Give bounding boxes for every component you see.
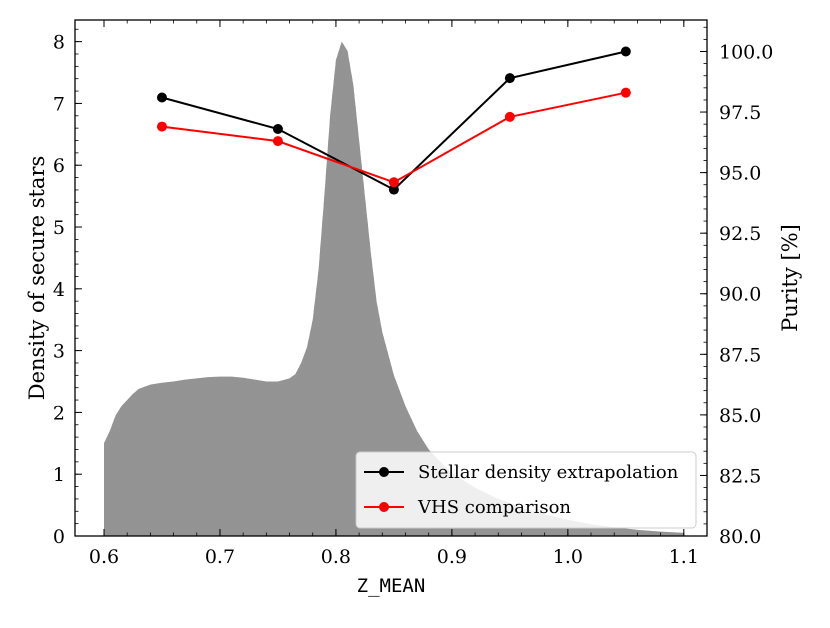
series-point-stellar-density — [156, 92, 167, 103]
series-point-vhs-comparison — [620, 87, 631, 98]
x-axis-label: Z_MEAN — [357, 575, 426, 597]
x-tick-label: 0.8 — [321, 546, 351, 568]
series-line-stellar-density — [161, 50, 627, 191]
y-right-tick-label: 95.0 — [719, 163, 761, 185]
legend-box — [355, 451, 697, 529]
series-point-vhs-comparison — [388, 177, 399, 188]
series-point-vhs-comparison — [504, 111, 515, 122]
x-tick-label: 1.1 — [669, 546, 699, 568]
histogram-area — [103, 41, 684, 536]
y-axis-right-label: Purity [%] — [778, 224, 802, 332]
y-right-tick-label: 97.5 — [719, 102, 761, 124]
y-right-tick-label: 82.5 — [719, 465, 761, 487]
y-axis-left-label: Density of secure stars — [25, 156, 49, 401]
x-tick-label: 0.6 — [89, 546, 119, 568]
y-right-tick-label: 90.0 — [719, 284, 761, 306]
y-left-tick-label: 7 — [53, 93, 65, 115]
y-left-tick-label: 8 — [53, 32, 65, 54]
y-right-tick-label: 80.0 — [719, 526, 761, 548]
legend-label-vhs-comparison: VHS comparison — [417, 497, 571, 518]
legend-marker-vhs-comparison — [379, 502, 389, 512]
axis-ticks: 0.6 0.7 0.8 0.9 1.0 1.1 0 1 2 3 4 5 6 7 8 80.0 82.5 85.0 8… — [53, 20, 773, 568]
series-point-vhs-comparison — [156, 121, 167, 132]
series-point-stellar-density — [620, 46, 631, 57]
y-left-tick-label: 3 — [53, 341, 65, 363]
series-point-vhs-comparison — [272, 136, 283, 147]
x-tick-label: 0.9 — [437, 546, 467, 568]
x-tick-label: 0.7 — [205, 546, 235, 568]
y-right-tick-label: 87.5 — [719, 344, 761, 366]
purity-lines — [156, 46, 631, 195]
plot-frame — [74, 19, 708, 537]
legend-marker-stellar-density — [379, 467, 389, 477]
y-left-tick-label: 2 — [53, 402, 65, 424]
y-left-tick-label: 4 — [53, 279, 65, 301]
series-point-stellar-density — [504, 73, 515, 84]
x-tick-label: 1.0 — [553, 546, 583, 568]
legend: Stellar density extrapolation VHS compar… — [355, 451, 697, 529]
y-right-tick-label: 92.5 — [719, 223, 761, 245]
series-line-vhs-comparison — [161, 91, 627, 184]
y-left-tick-label: 1 — [53, 464, 65, 486]
series-point-stellar-density — [388, 184, 399, 195]
y-left-tick-label: 0 — [53, 526, 65, 548]
y-right-tick-label: 100.0 — [719, 41, 773, 63]
y-left-tick-label: 5 — [53, 217, 65, 239]
series-point-stellar-density — [272, 124, 283, 135]
y-left-tick-label: 6 — [53, 155, 65, 177]
legend-label-stellar-density: Stellar density extrapolation — [418, 462, 679, 483]
y-right-tick-label: 85.0 — [719, 405, 761, 427]
